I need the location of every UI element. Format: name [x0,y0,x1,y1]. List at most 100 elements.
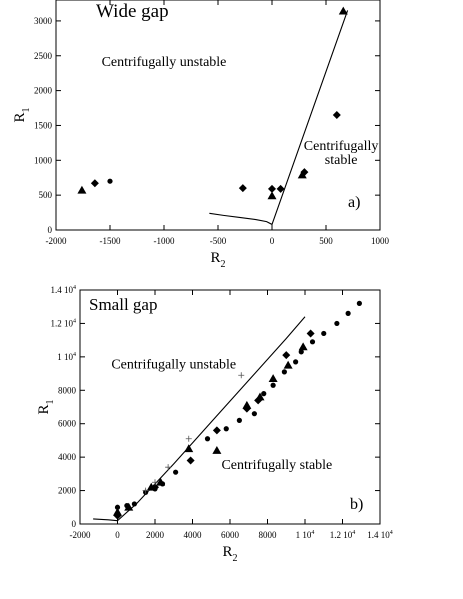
y-tick-label-text: 1000 [34,155,53,165]
y-axis-label-group: R1 [12,107,32,122]
x-tick-label: 1.4 104 [367,530,393,540]
y-tick-label-text: 3000 [34,16,53,26]
y-tick-label-text: 500 [39,190,53,200]
x-tick-label-exponent: 4 [311,530,314,536]
x-tick-label: -1000 [154,236,175,246]
y-tick-label-exponent: 4 [73,285,76,291]
y-tick-label-exponent: 4 [73,318,76,324]
y-axis-label-text: R [12,112,28,122]
point-circle [345,310,351,316]
x-tick-label: 0 [115,530,120,540]
point-plus [185,435,192,442]
point-diamond [276,184,285,193]
x-tick-label-text: 4000 [184,530,203,540]
point-diamond [242,404,251,413]
x-tick-label: -500 [210,236,227,246]
x-tick-label: 4000 [184,530,203,540]
point-diamond [282,351,291,360]
y-axis-label: R1 [36,399,56,414]
x-tick-label-text: 500 [319,236,333,246]
point-plus [142,487,149,494]
point-circle [293,359,299,365]
y-axis-label-subscript: 1 [21,107,32,112]
y-tick-label-text: 1 10 [57,352,73,362]
x-tick-label-text: 1000 [371,236,390,246]
point-triangle [77,185,87,194]
point-plus [238,372,245,379]
stability-boundary-line [209,10,349,226]
point-circle [173,469,179,475]
y-tick-label: 500 [39,190,53,200]
point-circle [251,411,257,417]
point-circle [270,382,276,388]
point-diamond [332,111,341,119]
point-diamond [300,168,309,177]
point-circle [114,504,121,510]
x-tick-label: 6000 [221,530,240,540]
region-annotation: Centrifugally unstable [102,55,227,70]
y-tick-label: 1.4 104 [51,285,77,295]
x-tick-label: 500 [319,236,333,246]
point-triangle [268,374,278,382]
chart-title: Wide gap [96,1,169,22]
x-tick-label-text: 1.4 10 [367,530,390,540]
point-triangle [156,477,166,486]
point-triangle [212,445,222,454]
x-tick-label-text: 6000 [221,530,240,540]
y-tick-label: 2000 [34,86,53,96]
point-diamond [268,184,276,193]
point-diamond [151,483,159,492]
x-tick-label: 1 104 [296,530,315,540]
y-tick-label: 4000 [58,452,77,462]
x-tick-label: -2000 [46,236,67,246]
y-tick-label-text: 1.2 10 [51,318,74,328]
y-tick-label: 3000 [34,16,53,26]
x-tick-label: 2000 [146,530,165,540]
point-diamond [186,456,195,465]
y-tick-label-text: 8000 [58,385,77,395]
x-tick-label: -2000 [70,530,91,540]
chart-b: -2000 0 2000 4000 6000 8000 1 104 1.2 104 1.4 10… [36,285,393,564]
x-tick-label-text: -1000 [154,236,175,246]
point-circle [334,320,340,327]
x-axis-label-text: R [210,250,220,266]
x-tick-label-text: -500 [210,236,227,246]
point-circle [236,417,242,423]
x-tick-label: 0 [270,236,275,246]
y-tick-label-exponent: 4 [73,352,76,358]
y-tick-label: 2500 [34,51,53,61]
x-tick-label: -1500 [100,236,121,246]
y-tick-label-text: 0 [48,225,53,235]
y-tick-label-text: 2000 [34,86,53,96]
y-tick-label: 1 104 [57,352,76,362]
y-tick-label: 2000 [58,486,77,496]
y-tick-label: 0 [48,225,53,235]
point-diamond [113,511,122,520]
point-triangle [298,342,308,351]
point-triangle [297,170,307,179]
point-circle [321,330,327,337]
chart-title: Small gap [89,295,157,314]
point-circle [223,426,229,432]
y-tick-label-text: 1.4 10 [51,285,74,295]
point-circle [204,436,211,442]
point-diamond [254,396,263,405]
x-tick-label: 1.2 104 [330,530,356,540]
y-tick-label-text: 2000 [58,486,77,496]
point-triangle [124,502,134,511]
y-axis-label-text: R [36,404,52,414]
x-tick-label-text: 8000 [259,530,278,540]
y-tick-label: 1500 [34,120,53,130]
x-tick-label-exponent: 4 [390,530,393,536]
y-tick-label-text: 6000 [58,419,77,429]
x-axis-label-subscript: 2 [233,553,238,564]
point-circle [298,349,304,355]
x-tick-label-text: 2000 [146,530,165,540]
x-tick-label-text: -2000 [46,236,67,246]
x-axis-label-subscript: 2 [221,259,226,270]
y-tick-label-text: 1500 [34,120,53,130]
x-tick-label: 1000 [371,236,390,246]
point-diamond [306,329,315,338]
y-tick-label-text: 2500 [34,51,53,61]
